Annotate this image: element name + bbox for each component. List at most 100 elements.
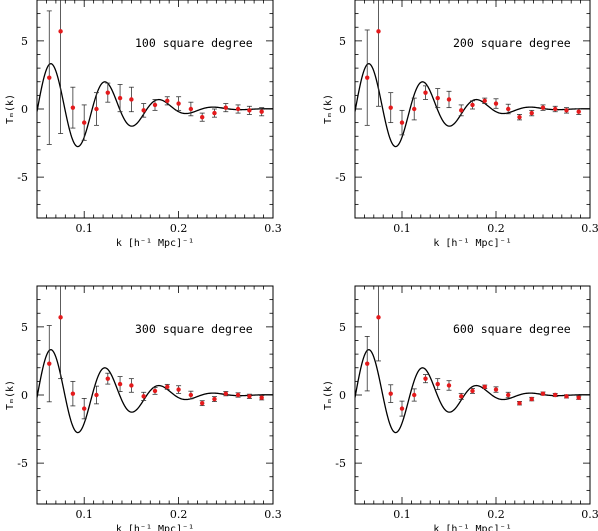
data-point [117,381,123,387]
survey-area-annotation: 600 square degree [453,322,571,336]
data-point [388,391,393,396]
data-point [376,315,381,320]
data-point [470,102,475,108]
data-layer [37,0,273,148]
data-point [493,101,499,106]
data-point [576,395,581,400]
data-point [105,376,111,381]
data-point [482,384,487,390]
data-point [141,108,146,113]
data-point [435,95,440,101]
x-axis-label: k [h⁻¹ Mpc]⁻¹ [116,238,194,249]
data-point [446,383,452,388]
data-point [129,97,134,102]
data-point [176,101,181,106]
data-layer [355,0,590,148]
y-axis-label: Tₘ(k) [5,380,16,410]
x-axis-label: k [h⁻¹ Mpc]⁻¹ [433,524,511,531]
y-tick-label: 0 [339,389,346,402]
data-point [165,384,170,390]
data-point [259,109,264,114]
data-point [165,98,170,104]
data-point [540,391,546,396]
data-point [212,110,217,116]
data-point [94,392,99,398]
data-point [141,394,146,399]
data-point [235,392,241,398]
data-point [188,106,194,112]
y-tick-label: 5 [339,35,346,48]
x-tick-label: 0.1 [393,222,411,235]
x-tick-label: 0.3 [581,508,598,521]
y-tick-label: 5 [21,35,28,48]
x-tick-label: 0.2 [170,222,188,235]
data-point [47,361,52,366]
data-point [365,75,370,80]
data-point [423,90,428,95]
data-point [553,106,558,112]
y-tick-label: 0 [339,103,346,116]
data-layer [37,286,273,434]
y-tick-label: 0 [21,389,28,402]
data-point [529,396,534,402]
data-layer [355,286,590,434]
y-axis-label: Tₘ(k) [5,94,16,124]
data-point [47,75,52,80]
x-tick-label: 0.2 [487,508,505,521]
data-point [247,108,252,113]
data-point [235,106,241,112]
survey-area-annotation: 100 square degree [135,36,253,50]
x-axis-label: k [h⁻¹ Mpc]⁻¹ [433,238,511,249]
chart-panel-4: 0.1 0.2 0.3 5 0 -5 k [h⁻¹ Mpc]⁻¹ Tₘ(k) 600 squar… [323,285,598,531]
data-point [82,120,87,125]
x-tick-label: 0.1 [75,222,93,235]
data-point [223,105,228,110]
x-tick-label: 0.1 [393,508,411,521]
data-point [365,361,370,366]
data-point [82,406,87,411]
data-point [376,29,381,34]
data-point [435,381,440,387]
y-tick-label: 5 [21,321,28,334]
data-point [564,394,569,399]
data-point [105,90,111,95]
data-point [129,383,134,388]
survey-area-annotation: 300 square degree [135,322,253,336]
data-point [200,400,205,406]
model-curve [37,349,273,434]
data-point [176,387,181,392]
data-point [506,392,511,398]
data-point [117,95,123,101]
data-point [576,109,581,114]
chart-panel-2: 0.1 0.2 0.3 5 0 -5 k [h⁻¹ Mpc]⁻¹ Tₘ(k) 200 squar… [323,0,598,249]
data-point [247,394,252,399]
data-point [152,388,158,394]
y-tick-label: -5 [17,457,28,470]
data-point [517,114,522,120]
data-point [399,120,405,125]
data-point [564,108,569,113]
model-curve [355,349,590,434]
data-point [58,315,63,320]
data-point [529,110,534,116]
data-point [223,391,228,396]
y-tick-label: -5 [17,171,28,184]
data-point [517,400,522,406]
data-point [446,97,452,102]
data-point [423,376,428,381]
y-axis-label: Tₘ(k) [323,380,334,410]
x-tick-label: 0.3 [264,222,282,235]
data-point [553,392,558,398]
data-point [412,392,417,398]
data-point [259,395,264,400]
data-point [493,387,499,392]
x-axis-label: k [h⁻¹ Mpc]⁻¹ [116,524,194,531]
data-point [506,106,511,112]
y-axis-label: Tₘ(k) [323,94,334,124]
survey-area-annotation: 200 square degree [453,36,571,50]
data-point [70,391,76,396]
y-tick-label: -5 [335,171,346,184]
y-tick-label: 5 [339,321,346,334]
data-point [200,114,205,120]
